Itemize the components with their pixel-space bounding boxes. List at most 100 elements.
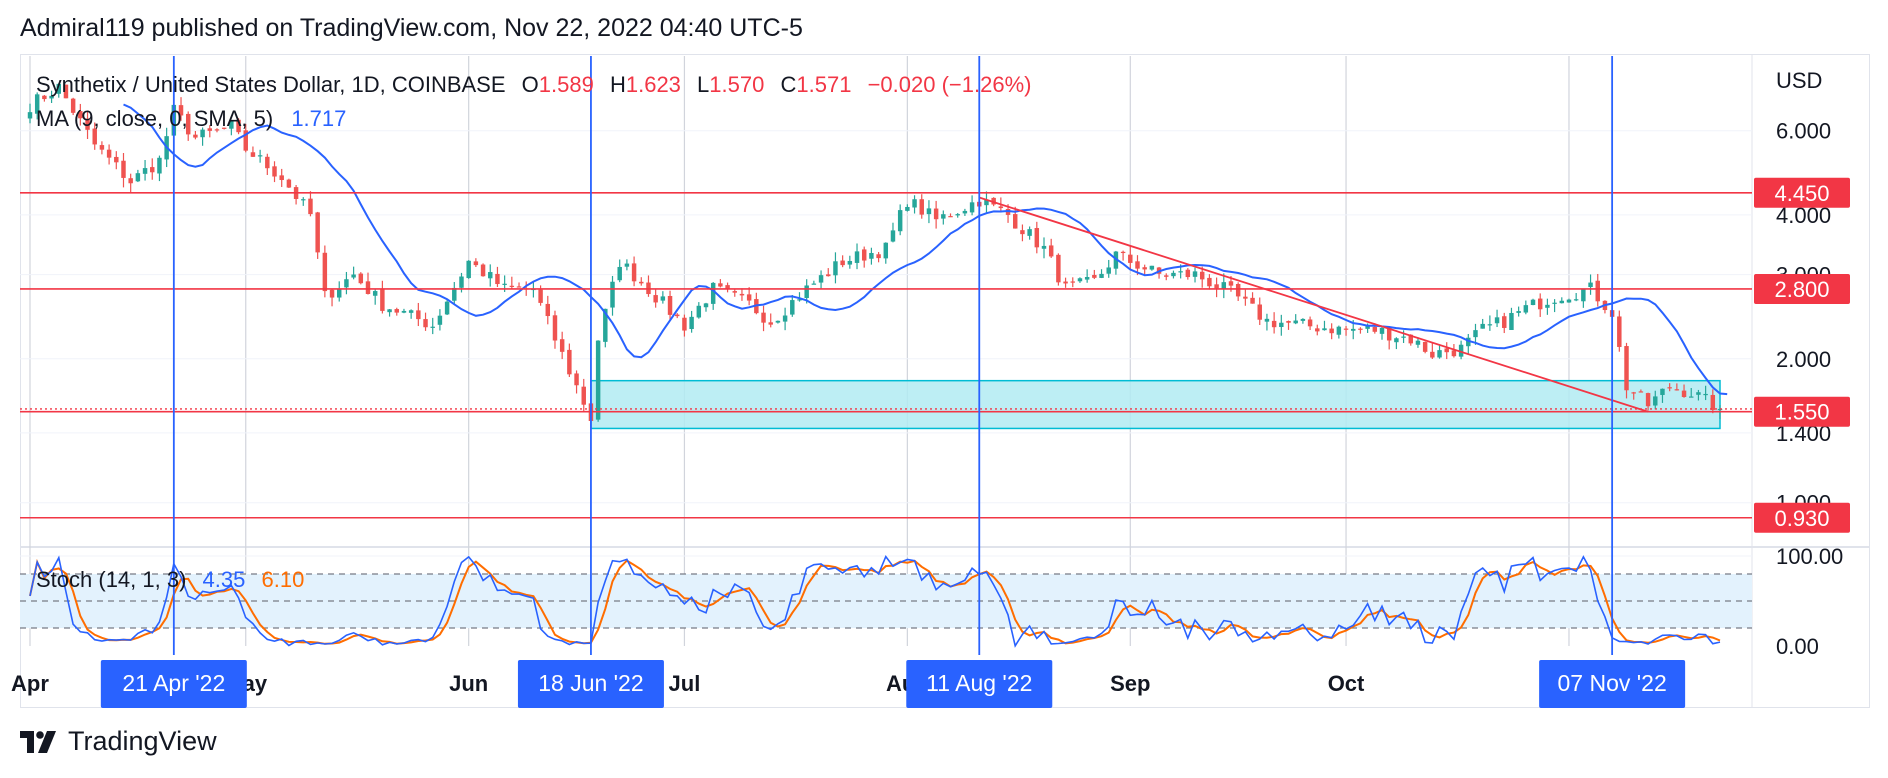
candle-body <box>279 175 284 181</box>
stoch-k-line <box>29 554 1721 648</box>
candle-body <box>1487 324 1493 326</box>
candle-body <box>459 276 464 288</box>
marked-date-box <box>100 660 247 708</box>
candle-body <box>1645 393 1651 407</box>
marked-date-label: 07 Nov '22 <box>1558 670 1667 696</box>
candle-body <box>452 287 457 301</box>
candle-body <box>826 274 831 277</box>
candle-body <box>933 208 939 220</box>
candle-body <box>1279 322 1284 327</box>
candle-body <box>689 316 694 330</box>
candle-body <box>42 95 47 100</box>
stoch-label[interactable]: Stoch (14, 1, 3) <box>36 567 187 592</box>
y-axis-label: USD <box>1776 68 1822 93</box>
level-label-box <box>1754 396 1850 427</box>
candle-body <box>272 166 277 177</box>
ohlc-low-label: L <box>697 72 710 97</box>
x-tick-label: Jul <box>669 671 701 696</box>
candle-body <box>1595 280 1600 302</box>
x-tick-label: Oct <box>1328 671 1365 696</box>
demand-zone <box>590 379 1721 430</box>
candle-body <box>905 206 910 211</box>
candle-body <box>1307 319 1313 327</box>
candle-body <box>1466 337 1471 347</box>
candle-body <box>1696 392 1701 395</box>
descending-trendline <box>979 196 1649 413</box>
candle-body <box>833 261 838 276</box>
candle-body <box>1379 328 1385 334</box>
candle-body <box>926 208 932 215</box>
candle-body <box>761 312 766 323</box>
candle-body <box>1199 271 1205 280</box>
ma-label[interactable]: MA (9, close, 0, SMA, 5) <box>36 106 274 131</box>
x-tick-label: Sep <box>1110 671 1150 696</box>
x-tick-label: Apr <box>11 671 49 696</box>
candle-body <box>63 84 69 99</box>
stoch-legend: Stoch (14, 1, 3) 4.35 6.10 <box>36 567 308 593</box>
marked-date-box <box>906 660 1053 708</box>
candle-body <box>869 252 874 259</box>
candle-body <box>480 264 486 277</box>
footer: TradingView <box>20 726 217 757</box>
candle-body <box>1660 388 1665 395</box>
candle-body <box>639 281 644 284</box>
candle-body <box>1329 328 1334 334</box>
candle-body <box>1293 320 1298 324</box>
candle-body <box>1149 265 1155 270</box>
candle-body <box>1437 350 1442 358</box>
candle-body <box>114 156 119 163</box>
candle-body <box>308 198 313 215</box>
footer-brand[interactable]: TradingView <box>68 726 217 756</box>
candle-body <box>1444 348 1449 353</box>
candle-body <box>1358 328 1363 330</box>
moving-average-line <box>123 103 1728 396</box>
candle-body <box>56 83 61 94</box>
candle-body <box>840 260 845 266</box>
candle-body <box>1041 245 1047 249</box>
candle-body <box>1106 267 1111 274</box>
candle-body <box>1228 281 1234 286</box>
candle-body <box>34 94 40 114</box>
candle-body <box>1214 284 1219 289</box>
stoch-d-value: 6.10 <box>261 567 305 592</box>
candle-body <box>1048 245 1054 257</box>
candle-body <box>387 309 392 313</box>
candle-body <box>1689 396 1694 398</box>
tradingview-logo-icon <box>20 730 58 753</box>
candle-body <box>214 129 220 131</box>
candle-body <box>631 263 637 282</box>
candle-body <box>1243 296 1248 299</box>
candle-body <box>315 212 320 253</box>
candle-body <box>1502 316 1507 328</box>
candle-body <box>358 273 364 284</box>
candle-body <box>85 118 90 130</box>
candle-body <box>444 301 450 315</box>
candle-body <box>1667 387 1672 389</box>
candle-body <box>236 119 241 133</box>
candle-body <box>1084 276 1090 280</box>
candle-body <box>675 314 680 317</box>
ohlc-high: 1.623 <box>625 72 681 97</box>
candle-body <box>1120 251 1126 254</box>
candle-body <box>1300 318 1306 321</box>
candle-body <box>495 273 500 285</box>
candle-body <box>135 173 141 182</box>
candle-body <box>1545 304 1550 308</box>
candle-body <box>1458 344 1464 357</box>
symbol-name[interactable]: Synthetix / United States Dollar, 1D, CO… <box>36 72 506 97</box>
candle-body <box>1401 336 1406 338</box>
level-label: 2.800 <box>1774 277 1829 302</box>
candle-body <box>847 260 853 265</box>
candle-body <box>1624 346 1629 391</box>
candle-body <box>725 285 730 290</box>
candle-body <box>1653 396 1658 406</box>
candle-body <box>157 157 162 174</box>
candle-body <box>1372 326 1378 332</box>
candle-body <box>1020 230 1025 235</box>
candle-body <box>876 254 881 259</box>
ohlc-close-label: C <box>780 72 797 97</box>
candle-body <box>682 317 687 331</box>
candle-body <box>1257 304 1262 320</box>
candle-body <box>1415 340 1421 345</box>
